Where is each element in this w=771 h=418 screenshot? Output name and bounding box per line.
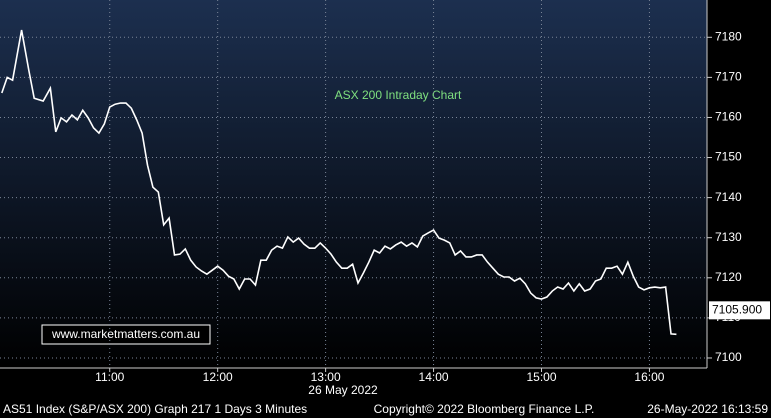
chart-title: ASX 200 Intraday Chart — [335, 88, 462, 102]
x-axis-title: 26 May 2022 — [308, 383, 378, 397]
y-tick-label: 7100 — [715, 350, 742, 364]
price-tag-label: 7105.900 — [712, 302, 762, 316]
y-tick-label: 7160 — [715, 110, 742, 124]
y-tick-label: 7130 — [715, 230, 742, 244]
y-tick-label: 7170 — [715, 70, 742, 84]
y-tick-label: 7120 — [715, 270, 742, 284]
y-tick-label: 7150 — [715, 150, 742, 164]
price-line — [1, 29, 677, 336]
watermark: www.marketmatters.com.au — [51, 327, 200, 341]
x-tick-label: 12:00 — [203, 370, 233, 384]
footer-left: AS51 Index (S&P/ASX 200) Graph 217 1 Day… — [3, 402, 307, 416]
y-tick-label: 7140 — [715, 190, 742, 204]
x-tick-label: 16:00 — [634, 370, 664, 384]
x-tick-label: 15:00 — [526, 370, 556, 384]
price-tag-box — [709, 301, 770, 320]
x-tick-label: 11:00 — [95, 370, 124, 384]
x-tick-label: 14:00 — [419, 370, 449, 384]
footer-right: 26-May-2022 16:13:59 — [647, 402, 768, 416]
y-tick-label: 7180 — [715, 29, 742, 43]
watermark-box — [41, 324, 211, 345]
x-tick-label: 13:00 — [311, 370, 341, 384]
footer-center: Copyright© 2022 Bloomberg Finance L.P. — [374, 402, 595, 416]
plot-background — [0, 0, 707, 368]
